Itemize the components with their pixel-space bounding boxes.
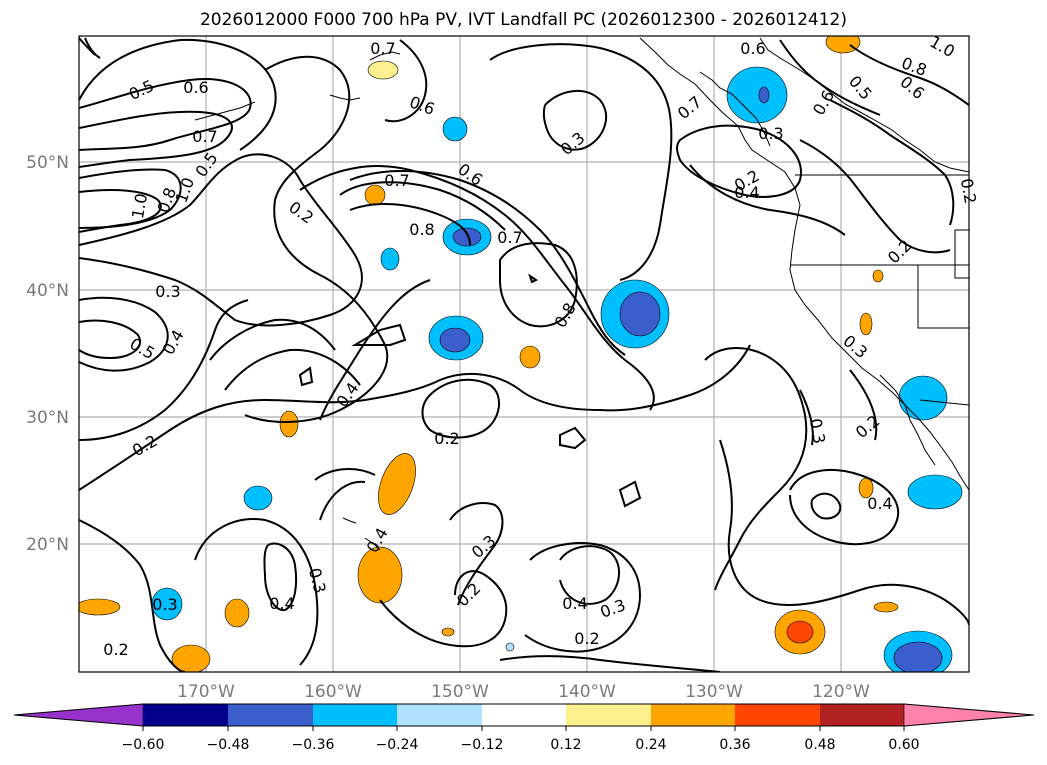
lon-label-120w: 120°W xyxy=(812,682,870,702)
shade-pos-1 xyxy=(825,36,861,54)
colorbar-swatch xyxy=(397,704,482,726)
colorbar-swatch xyxy=(735,704,820,726)
shade-neg-9 xyxy=(243,485,273,511)
contour-label: 0.3 xyxy=(758,124,783,143)
contour-label: 0.4 xyxy=(269,594,294,613)
contour-label: 0.8 xyxy=(409,220,434,239)
shade-pos-12 xyxy=(79,598,121,616)
colorbar-arrow-right xyxy=(903,703,1035,727)
shade-pos-13 xyxy=(171,644,211,672)
shade-neg-5-core xyxy=(619,291,661,337)
shade-pos-7 xyxy=(357,546,403,604)
shade-neg-6-core xyxy=(439,327,471,353)
lon-label-160w: 160°W xyxy=(304,682,362,702)
map-frame xyxy=(78,35,970,673)
lon-label-140w: 140°W xyxy=(558,682,616,702)
latitude-labels: 50°N 40°N 30°N 20°N xyxy=(26,153,69,555)
shade-pos-4 xyxy=(519,345,541,369)
colorbar-swatch xyxy=(313,704,397,726)
colorbar-label: −0.12 xyxy=(461,737,504,753)
shaded-anomalies xyxy=(79,36,963,672)
shade-neg-8 xyxy=(907,474,963,510)
lat-label-40: 40°N xyxy=(26,281,69,301)
contour-label: 0.2 xyxy=(103,640,128,659)
colorbar-swatch xyxy=(228,704,313,726)
shade-neg-7 xyxy=(898,375,948,421)
colorbar-label: 0.60 xyxy=(888,737,919,753)
shade-neg-12 xyxy=(505,642,515,652)
contour-label: 0.6 xyxy=(183,78,208,97)
colorbar: −0.60 −0.48 −0.36 −0.24 −0.12 0.12 0.24 … xyxy=(13,703,1035,753)
shade-pos-5 xyxy=(279,410,299,438)
shade-neg-1 xyxy=(726,66,788,124)
shade-pos-2 xyxy=(367,60,399,80)
shade-neg-2 xyxy=(442,116,468,142)
shade-pos-14-core xyxy=(786,620,814,644)
colorbar-label: −0.48 xyxy=(207,737,250,753)
colorbar-arrow-left xyxy=(13,703,144,727)
contour-label: 1.0 xyxy=(128,192,151,220)
map-title: 2026012000 F000 700 hPa PV, IVT Landfall… xyxy=(199,10,847,30)
shade-pos-10 xyxy=(872,269,884,283)
colorbar-swatch xyxy=(143,704,228,726)
shade-neg-1-core xyxy=(758,86,770,104)
shade-pos-15 xyxy=(873,601,899,613)
colorbar-label: −0.24 xyxy=(376,737,419,753)
contour-label: 0.7 xyxy=(192,127,217,146)
lon-label-170w: 170°W xyxy=(177,682,235,702)
colorbar-swatch xyxy=(482,704,566,726)
colorbar-label: 0.48 xyxy=(804,737,835,753)
colorbar-label: −0.60 xyxy=(122,737,165,753)
colorbar-swatch xyxy=(820,704,904,726)
colorbar-label: −0.36 xyxy=(292,737,335,753)
shade-pos-8 xyxy=(859,312,873,336)
colorbar-label: 0.24 xyxy=(635,737,666,753)
colorbar-swatch xyxy=(566,704,651,726)
shade-neg-4 xyxy=(380,247,400,271)
contour-lines xyxy=(79,37,969,672)
contour-label: 0.4 xyxy=(562,594,587,613)
shade-pos-16 xyxy=(441,627,455,637)
shade-neg-3-core xyxy=(452,227,482,247)
contour-label: 0.3 xyxy=(155,282,180,301)
contour-label: 0.7 xyxy=(370,39,395,58)
contour-label: 0.7 xyxy=(497,228,522,247)
lon-label-150w: 150°W xyxy=(431,682,489,702)
coastlines xyxy=(194,37,969,551)
contour-label: 0.6 xyxy=(740,39,765,58)
contour-label: 0.2 xyxy=(574,629,599,648)
contour-label: 0.4 xyxy=(867,494,892,513)
lat-label-30: 30°N xyxy=(26,408,69,428)
contour-label: 0.4 xyxy=(734,183,759,202)
contour-label: 0.2 xyxy=(434,429,459,448)
lat-label-20: 20°N xyxy=(26,535,69,555)
contour-label: 0.7 xyxy=(384,171,409,190)
contour-label: 0.3 xyxy=(806,417,829,445)
lon-label-130w: 130°W xyxy=(685,682,743,702)
shade-neg-11-core xyxy=(893,641,943,672)
shade-pos-3 xyxy=(364,184,386,206)
lat-label-50: 50°N xyxy=(26,153,69,173)
shade-pos-6 xyxy=(378,453,416,515)
colorbar-swatch xyxy=(651,704,735,726)
longitude-labels: 170°W 160°W 150°W 140°W 130°W 120°W xyxy=(177,682,870,702)
shade-pos-11 xyxy=(224,598,250,628)
colorbar-label: 0.36 xyxy=(719,737,750,753)
contour-label: 0.3 xyxy=(152,595,177,614)
colorbar-label: 0.12 xyxy=(550,737,581,753)
